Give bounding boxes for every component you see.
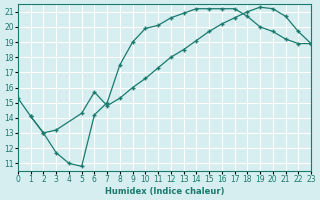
X-axis label: Humidex (Indice chaleur): Humidex (Indice chaleur) — [105, 187, 224, 196]
